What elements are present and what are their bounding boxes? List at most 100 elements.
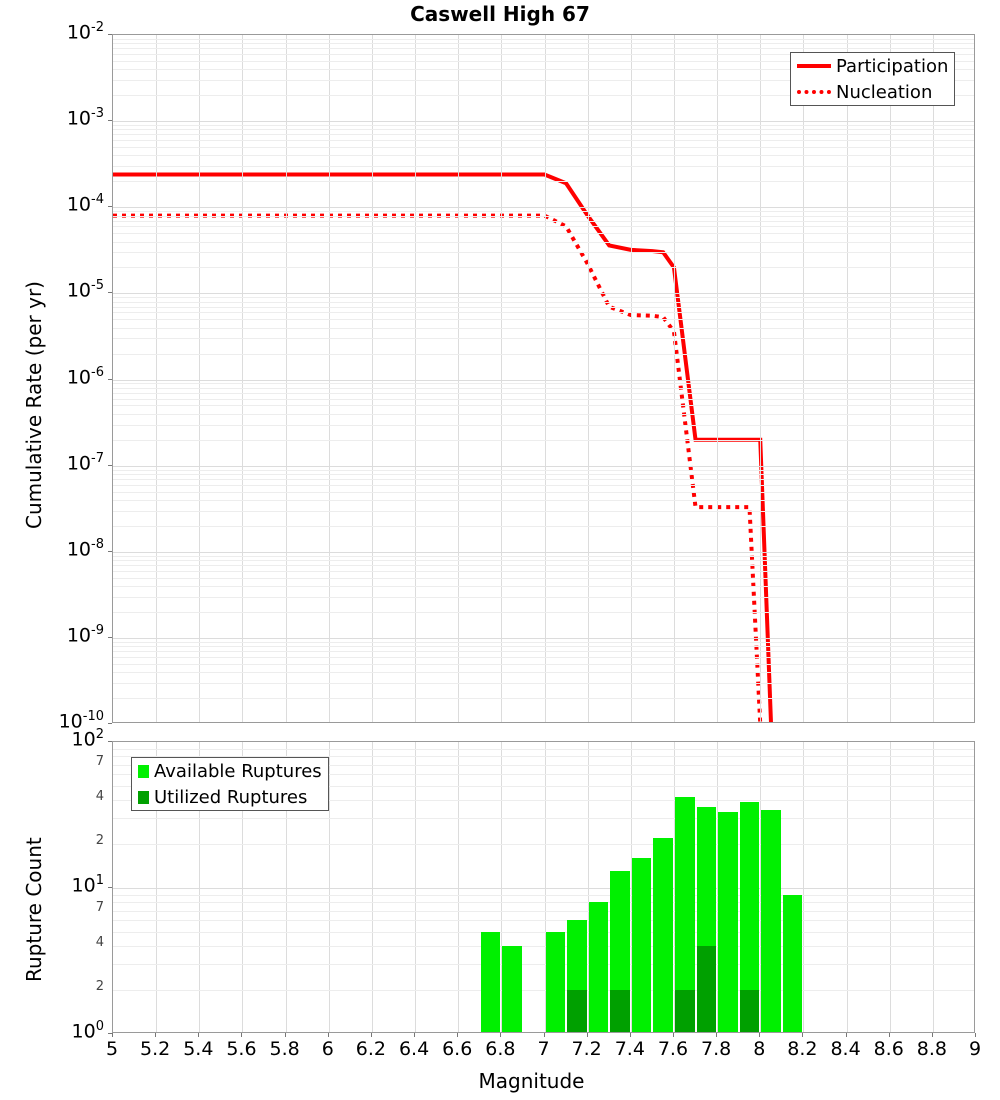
y-minor-gridline (113, 388, 974, 389)
legend-item-participation[interactable]: Participation (791, 53, 954, 79)
y-minor-gridline (113, 844, 974, 845)
y-minor-gridline (113, 800, 974, 801)
y-minor-gridline (113, 474, 974, 475)
y-minor-tick-label: 4 (95, 935, 104, 951)
x-gridline (760, 35, 761, 722)
x-gridline (501, 742, 502, 1032)
top-plot-area (113, 35, 974, 722)
rupture-count-bar[interactable] (718, 812, 738, 1032)
x-tick (241, 1033, 242, 1037)
x-tick-label: 7.6 (657, 1038, 689, 1060)
y-minor-gridline (113, 597, 974, 598)
y-minor-gridline (113, 48, 974, 49)
y-minor-gridline (113, 181, 974, 182)
x-tick (975, 1033, 976, 1037)
y-minor-tick-label: 4 (95, 789, 104, 805)
utilized-rupture-segment (610, 990, 630, 1032)
y-minor-gridline (113, 511, 974, 512)
y-gridline (113, 380, 974, 381)
y-minor-gridline (113, 911, 974, 912)
y-minor-gridline (113, 95, 974, 96)
y-minor-gridline (113, 683, 974, 684)
legend-item-utilized-ruptures[interactable]: Utilized Ruptures (132, 784, 328, 810)
y-tick (108, 465, 112, 466)
x-tick (371, 1033, 372, 1037)
x-tick-label: 5.8 (269, 1038, 300, 1060)
x-gridline (717, 742, 718, 1032)
x-tick (673, 1033, 674, 1037)
y-gridline (113, 638, 974, 639)
y-minor-gridline (113, 672, 974, 673)
x-gridline (372, 35, 373, 722)
y-minor-gridline (113, 440, 974, 441)
x-tick-label: 6 (321, 1038, 334, 1060)
x-tick (889, 1033, 890, 1037)
y-minor-gridline (113, 765, 974, 766)
rupture-count-bar[interactable] (588, 902, 609, 1032)
x-gridline (415, 742, 416, 1032)
rupture-count-bar[interactable] (653, 838, 673, 1032)
x-tick (328, 1033, 329, 1037)
x-gridline (329, 35, 330, 722)
y-minor-gridline (113, 226, 974, 227)
x-tick (802, 1033, 803, 1037)
x-tick (155, 1033, 156, 1037)
rupture-count-bar[interactable] (480, 931, 501, 1032)
bottom-y-axis-title: Rupture Count (22, 837, 46, 982)
y-gridline (113, 293, 974, 294)
y-gridline (113, 121, 974, 122)
y-tick-label: 10-5 (66, 278, 104, 302)
y-minor-gridline (113, 233, 974, 234)
rupture-count-bar[interactable] (696, 806, 717, 1032)
rupture-count-bar[interactable] (545, 931, 566, 1032)
x-gridline (545, 35, 546, 722)
y-minor-gridline (113, 774, 974, 775)
rupture-count-bar[interactable] (631, 858, 652, 1032)
top-y-axis-title: Cumulative Rate (per yr) (22, 280, 46, 529)
rupture-count-bar[interactable] (502, 946, 522, 1032)
y-minor-gridline (113, 54, 974, 55)
rupture-count-bar[interactable] (567, 920, 587, 1032)
y-tick-label: 100 (71, 1019, 104, 1043)
x-gridline (760, 742, 761, 1032)
y-minor-gridline (113, 221, 974, 222)
rupture-count-bar[interactable] (610, 871, 630, 1032)
x-gridline (588, 35, 589, 722)
rupture-count-bar[interactable] (782, 894, 803, 1032)
y-minor-gridline (113, 578, 974, 579)
x-gridline (933, 742, 934, 1032)
rupture-count-bar[interactable] (739, 801, 760, 1032)
x-gridline (847, 742, 848, 1032)
y-minor-gridline (113, 125, 974, 126)
y-minor-gridline (113, 39, 974, 40)
y-minor-gridline (113, 612, 974, 613)
y-minor-gridline (113, 565, 974, 566)
utilized-rupture-segment (674, 990, 695, 1032)
y-minor-gridline (113, 267, 974, 268)
y-minor-gridline (113, 405, 974, 406)
x-tick (414, 1033, 415, 1037)
y-tick (108, 741, 112, 742)
x-gridline (199, 742, 200, 1032)
x-tick-label: 8.2 (787, 1038, 818, 1060)
x-gridline (415, 35, 416, 722)
bottom-plot-area (113, 742, 974, 1032)
legend-item-nucleation[interactable]: Nucleation (791, 79, 954, 105)
rupture-count-bar[interactable] (674, 797, 695, 1032)
y-minor-gridline (113, 586, 974, 587)
x-tick (285, 1033, 286, 1037)
y-tick (108, 637, 112, 638)
y-tick-label: 101 (71, 873, 104, 897)
y-minor-gridline (113, 646, 974, 647)
legend-item-available-ruptures[interactable]: Available Ruptures (132, 758, 328, 784)
y-minor-gridline (113, 211, 974, 212)
y-gridline (113, 552, 974, 553)
solid-line-icon (797, 64, 831, 68)
y-minor-gridline (113, 895, 974, 896)
rupture-count-bar[interactable] (761, 810, 781, 1032)
y-minor-gridline (113, 393, 974, 394)
x-gridline (199, 35, 200, 722)
y-minor-gridline (113, 560, 974, 561)
x-tick (846, 1033, 847, 1037)
y-minor-gridline (113, 307, 974, 308)
